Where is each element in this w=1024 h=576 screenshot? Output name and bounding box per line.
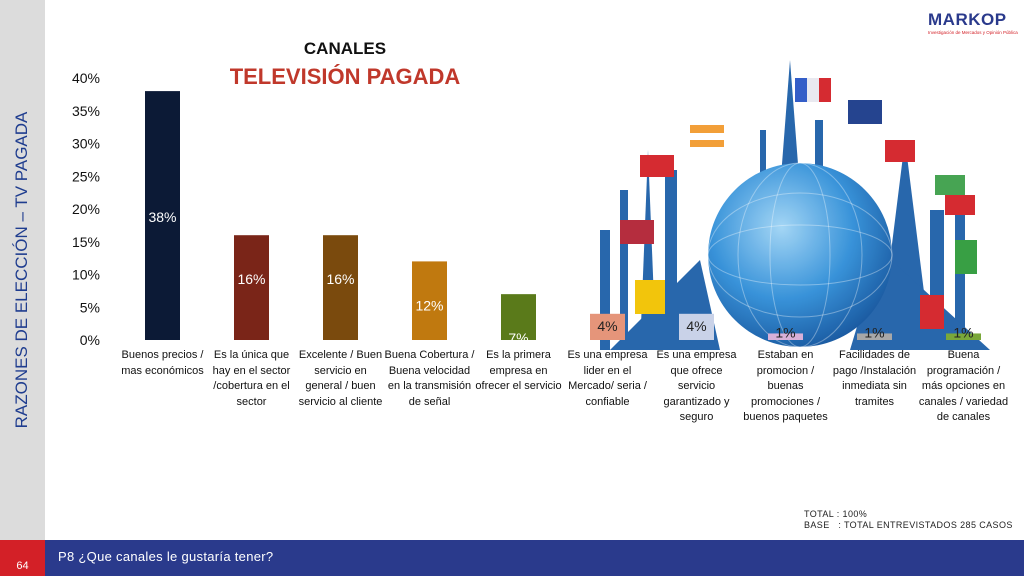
data-label: 4% (686, 318, 706, 334)
data-label: 16% (237, 271, 265, 287)
data-label: 38% (148, 209, 176, 225)
category-label: Es una empresa lider en el Mercado/ seri… (567, 349, 648, 408)
y-tick-label: 30% (72, 136, 100, 152)
category-label: Excelente / Buen servicio en general / b… (298, 349, 383, 408)
bar (234, 235, 269, 340)
category-label: Estaban en promocion / buenas promocione… (743, 349, 828, 423)
chart-subtitle: TELEVISIÓN PAGADA (229, 64, 461, 89)
y-tick-label: 20% (72, 201, 100, 217)
data-label: 1% (953, 324, 973, 340)
data-label: 7% (508, 330, 528, 346)
bar (323, 235, 358, 340)
chart-title: CANALES (303, 39, 387, 58)
category-label: Buena programación / más opciones en can… (918, 349, 1009, 423)
note-base: BASE : TOTAL ENTREVISTADOS 285 CASOS (804, 520, 1013, 530)
side-panel: RAZONES DE ELECCIÓN – TV PAGADA (0, 0, 45, 540)
category-label: Buena Cobertura / Buena velocidad en la … (384, 349, 475, 408)
bar (501, 294, 536, 340)
data-labels: 38% 16% 16% 12% 7% 4% 4% 1% 1% 1% (148, 209, 973, 346)
category-label: Es la primera empresa en ofrecer el serv… (475, 349, 562, 392)
bars (145, 91, 981, 340)
category-label: Facilidades de pago /Instalación inmedia… (832, 349, 917, 408)
note-total: TOTAL : 100% (804, 509, 868, 519)
category-label: Es la única que hay en el sector /cobert… (212, 349, 291, 408)
bar (768, 333, 803, 340)
bar (946, 333, 981, 340)
data-label: 16% (326, 271, 354, 287)
data-label: 12% (415, 297, 443, 313)
data-label: 4% (597, 318, 617, 334)
y-tick-label: 25% (72, 168, 100, 184)
y-tick-label: 15% (72, 234, 100, 250)
bar (857, 333, 892, 340)
y-tick-label: 5% (80, 299, 100, 315)
data-label: 1% (775, 324, 795, 340)
footer-bar (0, 540, 1024, 576)
y-tick-label: 10% (72, 267, 100, 283)
y-tick-label: 35% (72, 103, 100, 119)
notes: TOTAL : 100% BASE : TOTAL ENTREVISTADOS … (804, 509, 1013, 531)
logo-name: MARKOP (928, 10, 1007, 29)
page-number: 64 (0, 540, 45, 576)
bar (145, 91, 180, 340)
category-label: Es una empresa que ofrece servicio garan… (656, 349, 737, 423)
y-axis: 0% 5% 10% 15% 20% 25% 30% 35% 40% (72, 70, 100, 348)
bar (590, 313, 625, 340)
bar (679, 313, 714, 340)
data-label: 1% (864, 324, 884, 340)
globe-illustration (600, 60, 990, 350)
question-text: P8 ¿Que canales le gustaría tener? (58, 549, 274, 564)
bar (412, 261, 447, 340)
logo-tagline: Investigación de Mercados y Opinión Públ… (928, 30, 1018, 35)
markop-logo: MARKOP Investigación de Mercados y Opini… (928, 10, 1018, 38)
category-label: Buenos precios / mas económicos (121, 349, 204, 377)
y-tick-label: 40% (72, 70, 100, 86)
y-tick-label: 0% (80, 332, 100, 348)
